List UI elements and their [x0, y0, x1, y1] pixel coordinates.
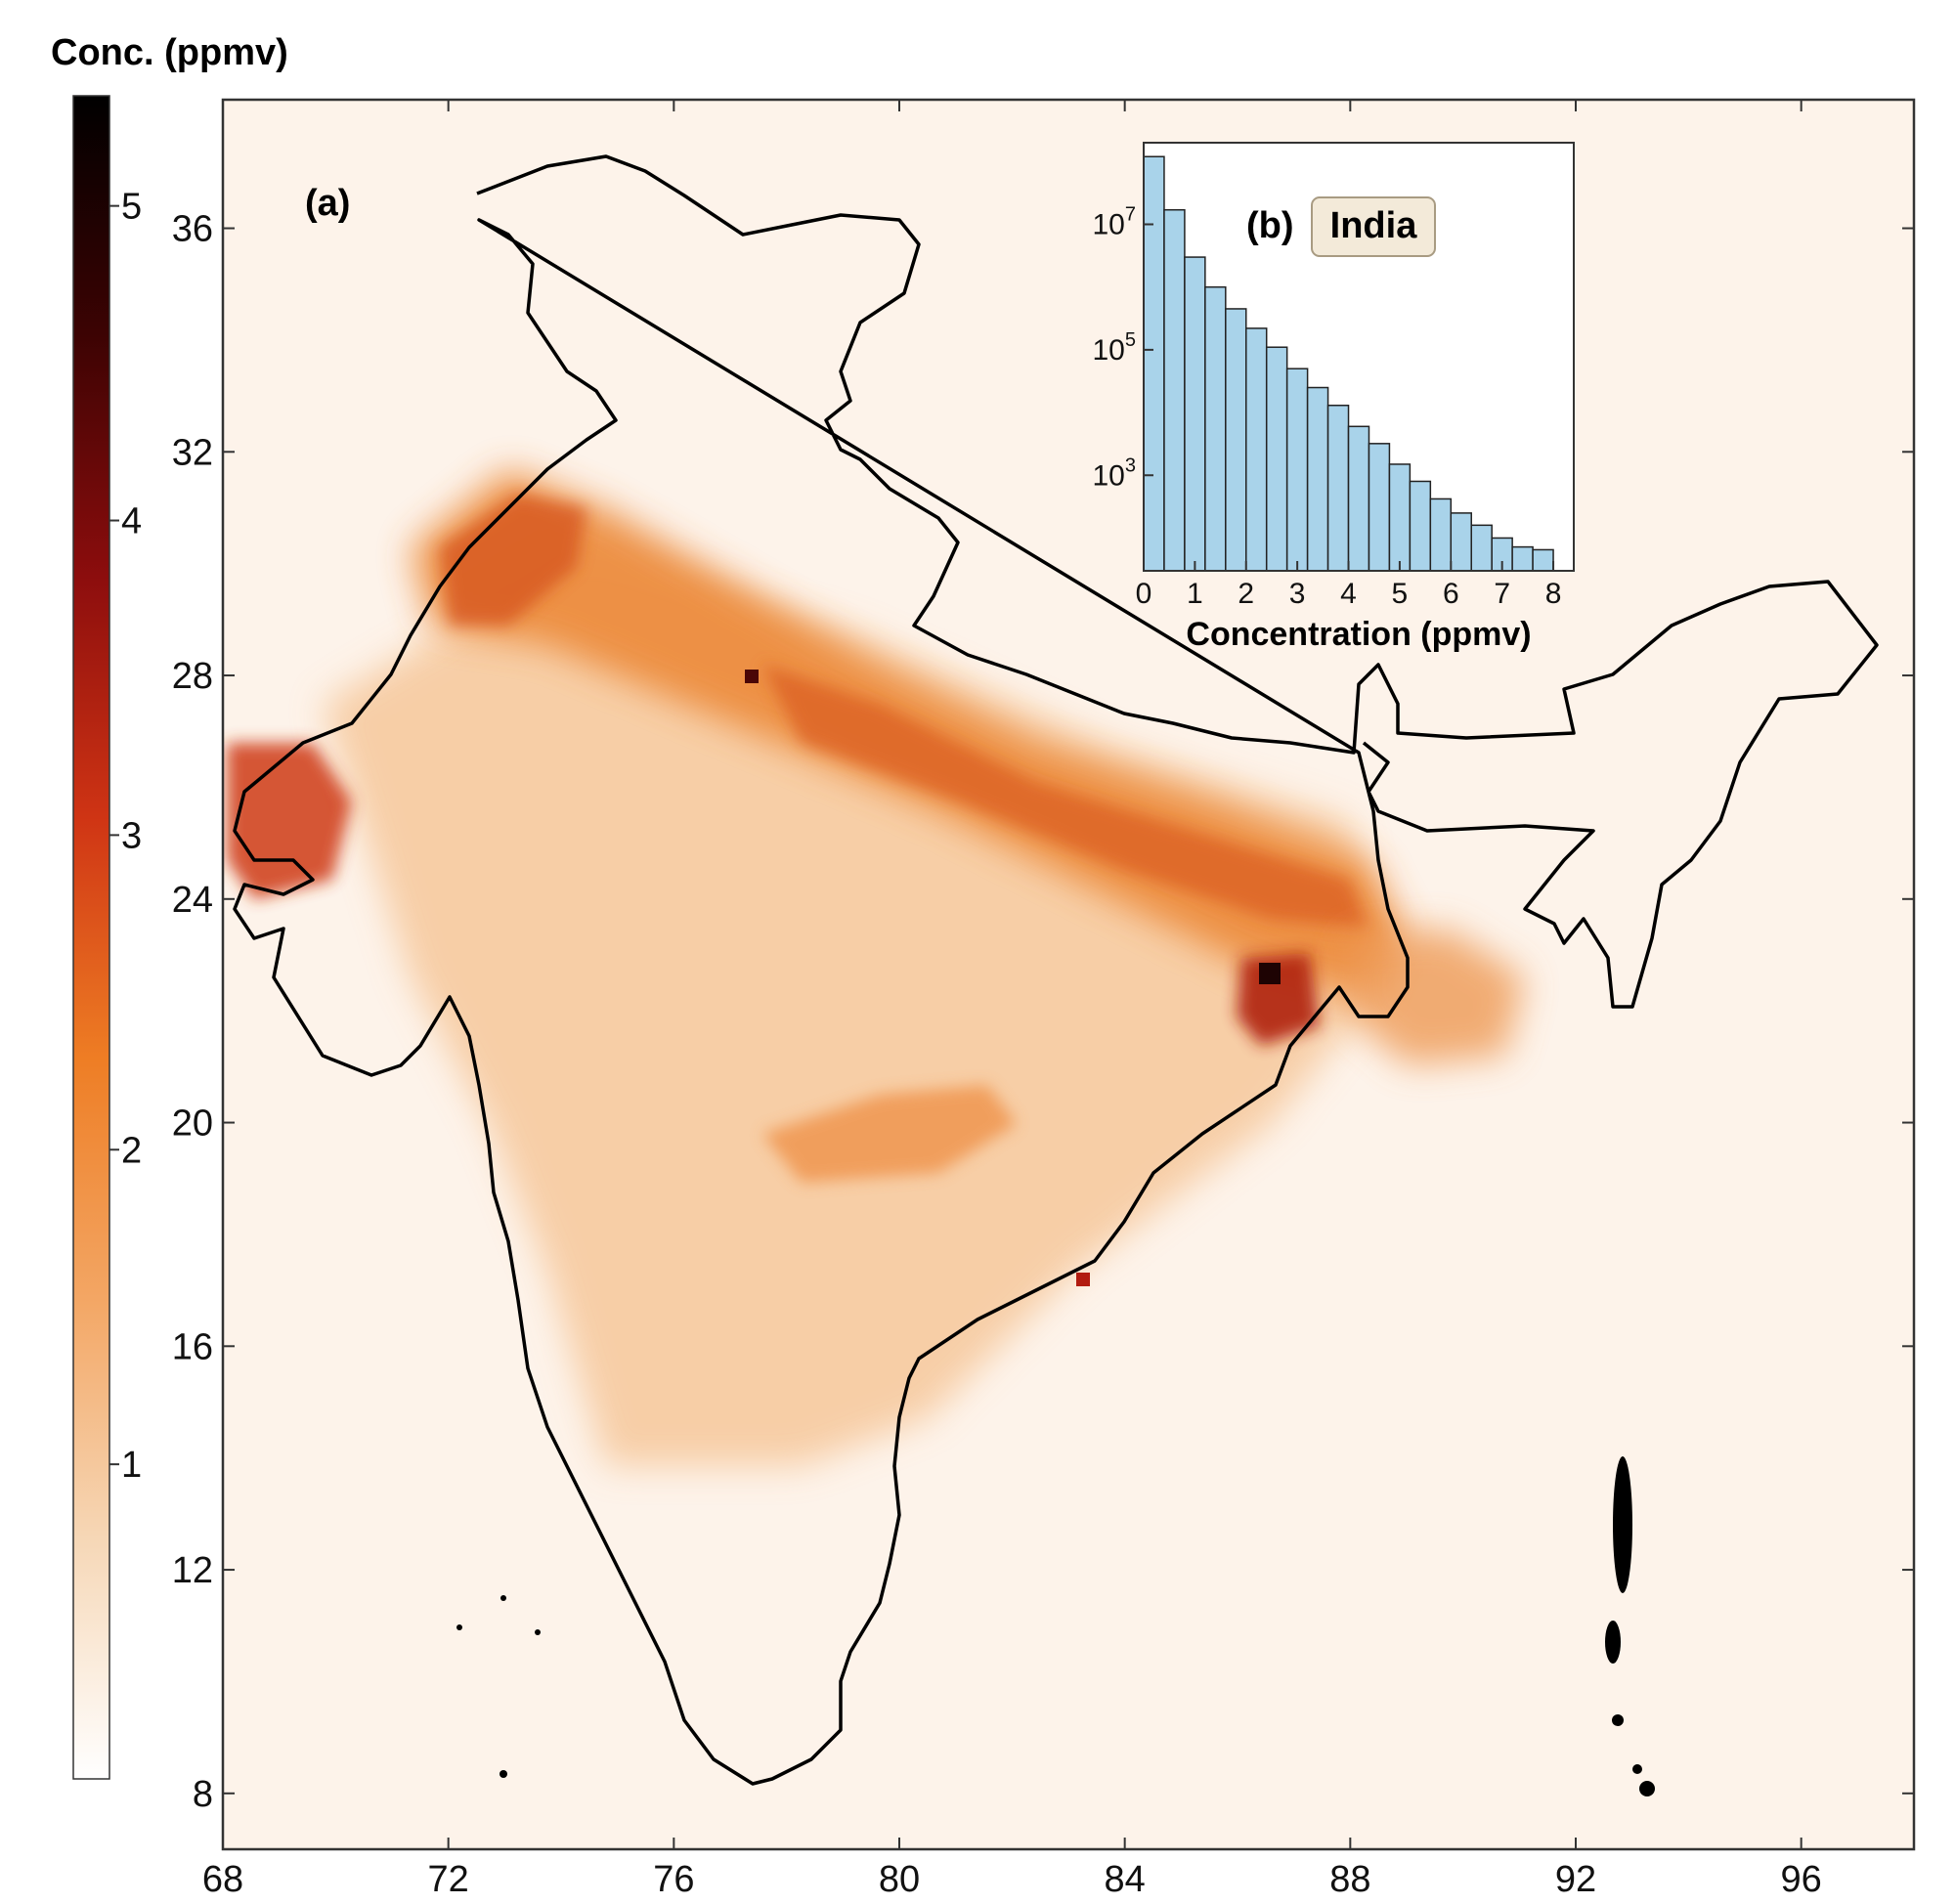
x-tick-label: 72: [428, 1859, 469, 1900]
gangetic-core-east: [762, 665, 1368, 929]
colorbar-tick-label: 1: [121, 1445, 142, 1486]
gangetic-core: [440, 494, 586, 626]
colorbar-tick-label: 5: [121, 187, 142, 228]
histogram-bar: [1143, 155, 1165, 572]
inset-x-tick-label: 4: [1340, 578, 1357, 610]
x-tick-label: 76: [653, 1859, 694, 1900]
histogram-bar: [1429, 498, 1453, 572]
up-peak: [745, 670, 759, 683]
histogram-bar: [1532, 548, 1554, 572]
y-tick-label: 28: [172, 656, 213, 697]
y-tick-label: 8: [193, 1774, 213, 1815]
histogram-bar: [1225, 308, 1247, 572]
central-belt: [762, 1085, 1017, 1183]
histogram-bar: [1409, 480, 1432, 572]
colorbar: [72, 95, 110, 1780]
inset-x-tick-label: 0: [1136, 578, 1152, 610]
histogram-bar: [1347, 425, 1370, 572]
x-tick-label: 68: [202, 1859, 243, 1900]
map-frame: [221, 98, 1916, 1851]
histogram-bar: [1368, 443, 1391, 572]
x-tick-label: 96: [1781, 1859, 1822, 1900]
inset-x-tick-label: 7: [1494, 578, 1510, 610]
ap-peak: [1076, 1273, 1090, 1286]
histogram-bar: [1450, 512, 1472, 572]
region-label: India: [1330, 205, 1418, 246]
histogram-bar: [1470, 524, 1493, 572]
y-tick-label: 32: [172, 432, 213, 473]
panel-label-a: (a): [305, 183, 350, 224]
inset-x-tick-label: 2: [1238, 578, 1254, 610]
histogram-bar: [1285, 368, 1309, 572]
histogram-bar: [1184, 256, 1206, 572]
y-tick-label: 12: [172, 1550, 213, 1591]
inset-x-tick-label: 8: [1545, 578, 1562, 610]
x-tick-label: 84: [1105, 1859, 1146, 1900]
islands: [456, 1456, 1655, 1796]
inset-x-axis-label: Concentration (ppmv): [1186, 616, 1531, 653]
x-tick-label: 88: [1329, 1859, 1370, 1900]
y-tick-label: 20: [172, 1103, 213, 1145]
histogram-bar: [1204, 285, 1227, 572]
colorbar-ticks: 1 2 3 4 5: [109, 187, 142, 1486]
bengal-haze: [1349, 929, 1525, 1065]
histogram-bar: [1388, 463, 1412, 572]
histogram-bar: [1306, 386, 1329, 572]
inset-x-tick-label: 1: [1187, 578, 1203, 610]
inset-panel-label: (b): [1246, 205, 1294, 246]
colorbar-tick-label: 3: [121, 815, 142, 856]
histogram-bar: [1163, 208, 1186, 572]
region-badge: [1311, 196, 1436, 257]
y-tick-label: 16: [172, 1326, 213, 1367]
histogram-bar: [1326, 405, 1350, 572]
histogram-bar: [1245, 327, 1268, 572]
colorbar-title: Conc. (ppmv): [51, 32, 288, 73]
inset-x-tick-label: 5: [1392, 578, 1409, 610]
inset-x-tick-label: 6: [1443, 578, 1459, 610]
colorbar-tick-label: 2: [121, 1130, 142, 1171]
histogram-bar: [1265, 346, 1288, 572]
y-tick-label: 36: [172, 209, 213, 250]
y-tick-label: 24: [172, 880, 213, 921]
x-tick-label: 92: [1555, 1859, 1596, 1900]
histogram-bar: [1511, 545, 1534, 572]
odisha-peak: [1259, 963, 1281, 984]
colorbar-tick-label: 4: [121, 501, 142, 542]
india-outline: [233, 154, 1879, 1786]
inset-x-tick-label: 3: [1289, 578, 1306, 610]
inset-frame: [1143, 142, 1575, 572]
odisha-hotspot: [1237, 953, 1320, 1046]
x-tick-label: 80: [879, 1859, 920, 1900]
